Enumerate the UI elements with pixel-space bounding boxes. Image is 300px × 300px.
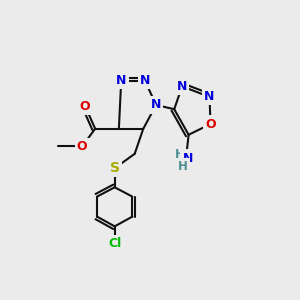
Text: N: N [204, 90, 215, 104]
Text: N: N [177, 80, 187, 93]
Text: O: O [77, 140, 88, 153]
Text: N: N [151, 98, 161, 112]
Text: N: N [182, 152, 193, 164]
Text: N: N [116, 74, 126, 87]
Text: O: O [205, 118, 216, 130]
Text: H: H [174, 148, 184, 161]
Text: Cl: Cl [108, 237, 121, 250]
Text: S: S [110, 161, 120, 175]
Text: H: H [178, 160, 188, 173]
Text: N: N [140, 74, 150, 87]
Text: O: O [80, 100, 91, 113]
